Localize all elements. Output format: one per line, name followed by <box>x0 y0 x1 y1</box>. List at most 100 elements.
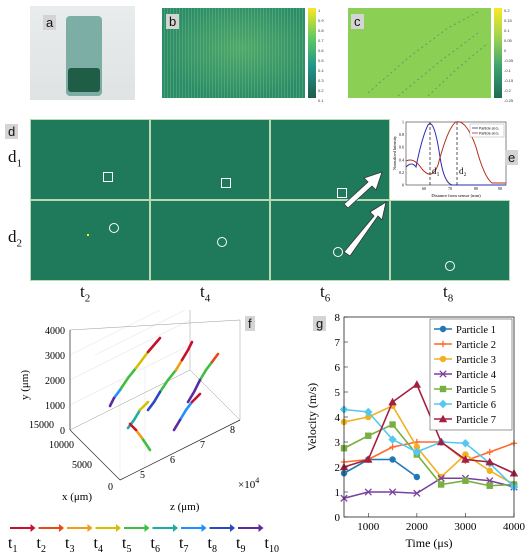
series-line <box>343 383 515 474</box>
data-point <box>439 385 447 393</box>
colorbar-tick: 0.8 <box>318 28 324 33</box>
trajectory-3d-plot: y (μm) x (μm) z (μm) ×104 0 1000 2000 3000 4… <box>19 310 259 513</box>
svg-text:Particle at d₂: Particle at d₂ <box>479 131 499 135</box>
time-arrow-head <box>59 524 64 532</box>
roi-circle <box>333 247 343 257</box>
colorbar-tick: 0.05 <box>504 38 512 43</box>
series-line <box>343 404 515 486</box>
data-point <box>364 407 373 417</box>
y-tick-label: 0 <box>335 512 341 524</box>
inset-xtick: 70 <box>448 186 452 191</box>
y-tick-label: 7 <box>335 337 341 349</box>
data-point <box>413 489 421 497</box>
series-line <box>343 458 418 478</box>
time-arrow-label: t8 <box>208 535 217 552</box>
f-ytick: 4000 <box>45 326 65 337</box>
time-color-arrow: t1 t2 t3 t4 t5 t6 t7 t8 t9 t10 <box>8 524 279 552</box>
roi-box <box>221 178 231 188</box>
colorbar-b <box>308 8 316 98</box>
time-arrow-label: t3 <box>65 535 74 552</box>
time-arrow-label: t4 <box>94 535 103 552</box>
data-point <box>365 432 372 439</box>
inset-xtick: 80 <box>474 186 478 191</box>
inset-xlabel: Distance from sensor (mm) <box>431 193 481 198</box>
f-xlabel: x (μm) <box>62 491 92 503</box>
roi-circle <box>109 223 119 233</box>
f-xtick: 10000 <box>49 440 74 451</box>
colorbar-tick: 0 <box>504 48 507 53</box>
time-label-t4: t4 <box>200 282 211 305</box>
y-tick-label: 8 <box>335 312 341 324</box>
colorbar-b-ticks: 1 0.9 0.8 0.7 0.6 0.5 0.4 0.3 0.2 0.1 <box>318 6 332 103</box>
time-arrow-head <box>87 524 93 532</box>
y-tick-label: 3 <box>335 437 341 449</box>
f-zlabel: z (μm) <box>170 501 200 513</box>
inset-e-chart: d₁ d₂ Particle at d₁ Particle at d₂ Dist… <box>392 117 510 199</box>
f-xtick: 15000 <box>29 420 54 431</box>
time-arrow-head <box>201 524 207 532</box>
series-line <box>343 423 515 487</box>
colorbar-tick: 0.3 <box>318 78 324 83</box>
data-point <box>365 413 372 421</box>
y-tick-label: 2 <box>335 462 341 474</box>
colorbar-tick: 1 <box>318 8 321 13</box>
data-point <box>439 355 447 363</box>
data-point <box>485 457 494 466</box>
inset-d1-label: d₁ <box>432 166 440 176</box>
data-point <box>413 473 421 481</box>
time-arrow-label: t5 <box>122 535 131 552</box>
f-ytick: 3000 <box>45 351 65 362</box>
data-point <box>438 414 448 423</box>
data-point <box>412 380 422 388</box>
f-zexp: ×104 <box>238 476 259 491</box>
legend-label: Particle 3 <box>456 355 496 366</box>
data-point <box>461 455 470 463</box>
colorbar-tick: 0.9 <box>318 18 324 23</box>
data-point <box>462 477 469 484</box>
inset-xtick: 90 <box>498 186 502 191</box>
panel-label-a: a <box>43 15 57 30</box>
f-ztick: 7 <box>200 440 205 451</box>
time-arrow-head <box>258 524 264 532</box>
legend-label: Particle 2 <box>456 340 496 351</box>
panel-label-b: b <box>166 14 180 29</box>
data-point <box>364 488 372 496</box>
data-point <box>413 443 421 451</box>
x-tick-label: 4000 <box>503 521 526 533</box>
series-line <box>343 477 515 500</box>
time-arrow-head <box>230 524 235 532</box>
inset-ytick: 0.8 <box>399 132 404 137</box>
x-tick-label: 1000 <box>357 521 380 533</box>
legend-label: Particle 5 <box>456 385 496 396</box>
colorbar-tick: 0.1 <box>504 28 510 33</box>
f-ztick: 5 <box>140 470 145 481</box>
time-arrow-label: t6 <box>151 535 160 552</box>
data-point <box>439 370 447 378</box>
y-tick-label: 6 <box>335 362 341 374</box>
time-arrow-head <box>116 524 121 532</box>
inset-legend: Particle at d₁ Particle at d₂ <box>469 123 505 138</box>
data-point <box>437 481 445 488</box>
inset-ytick: 0 <box>402 183 404 188</box>
time-arrow-label: t7 <box>179 535 188 552</box>
time-arrow-label: t9 <box>236 535 245 552</box>
frame-d2-t4 <box>150 200 270 281</box>
data-point <box>388 397 397 406</box>
inset-ytick: 1 <box>402 120 404 125</box>
data-point <box>486 482 493 489</box>
row-label-d2: d2 <box>8 227 22 250</box>
y-tick-label: 4 <box>335 412 341 424</box>
colorbar-tick: -0.1 <box>504 68 511 73</box>
legend-label: Particle 6 <box>456 400 496 411</box>
x-tick-label: 3000 <box>454 521 477 533</box>
colorbar-tick: 0.2 <box>318 88 324 93</box>
y-tick-label: 5 <box>335 387 341 399</box>
panel-label-f: f <box>245 316 255 331</box>
roi-circle <box>445 261 455 271</box>
inset-ylabel: Normalized Intensity <box>392 136 397 170</box>
data-point <box>461 439 470 448</box>
data-point <box>486 448 493 456</box>
roi-circle <box>217 237 227 247</box>
x-tick-label: 2000 <box>406 521 429 533</box>
f-ytick: 2000 <box>45 376 65 387</box>
